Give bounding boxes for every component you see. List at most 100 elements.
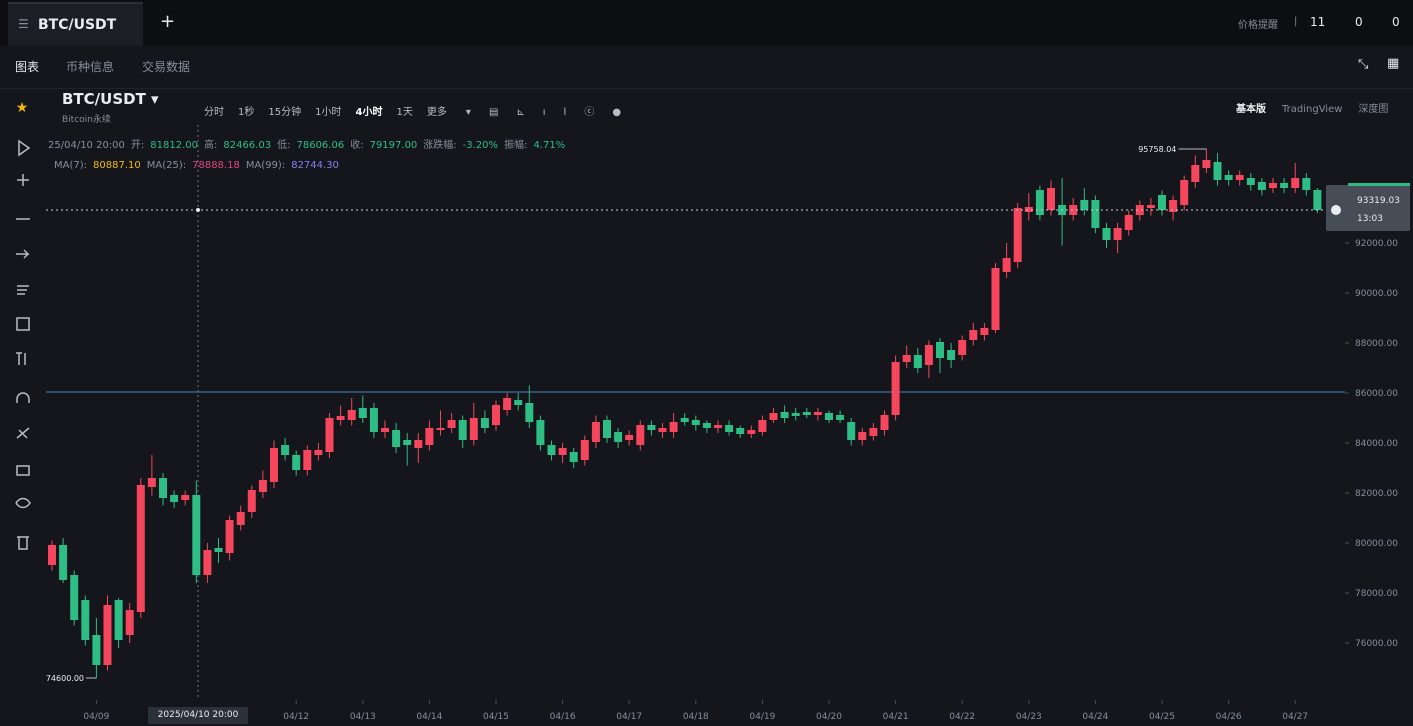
candle-body xyxy=(1146,205,1155,208)
high-label: 95758.04 xyxy=(1138,145,1176,154)
expand-icon[interactable]: ⤡ xyxy=(1358,57,1369,72)
interval[interactable]: 分时 xyxy=(204,107,224,118)
candle-body xyxy=(636,425,645,445)
candle-body xyxy=(347,410,356,420)
candle-body xyxy=(902,355,911,362)
x-tick-label: 04/09 xyxy=(83,712,109,722)
legend-label: 收: xyxy=(350,140,364,151)
legend-value: 81812.00 xyxy=(150,140,199,151)
candle-body xyxy=(525,403,534,422)
x-tick-label: 04/24 xyxy=(1082,712,1108,722)
nav-tab[interactable]: 币种信息 xyxy=(66,60,115,74)
candle-body xyxy=(358,408,367,418)
views: 基本版 TradingView 深度图 xyxy=(1236,100,1388,115)
candle-body xyxy=(991,268,1000,330)
candle-body xyxy=(1124,215,1133,230)
view[interactable]: 深度图 xyxy=(1358,104,1389,115)
tab-title: BTC/USDT xyxy=(38,17,117,33)
candle-body xyxy=(880,415,889,430)
candle-body xyxy=(791,413,800,416)
candle-body xyxy=(802,412,811,415)
candle-body xyxy=(1080,200,1089,210)
top-bar: ☰ BTC/USDT + 价格提醒 | 11 0 0 xyxy=(0,0,1413,48)
candle-body xyxy=(980,328,989,335)
candle-body xyxy=(136,485,145,612)
legend-value: -3.20% xyxy=(462,140,499,151)
view[interactable]: 基本版 xyxy=(1236,104,1266,115)
candle-body xyxy=(1113,228,1122,240)
candle-body xyxy=(336,416,345,420)
candle-body xyxy=(780,412,789,418)
candle-body xyxy=(270,448,278,482)
candle-body xyxy=(48,545,56,565)
candle-body xyxy=(913,355,922,368)
legend-value: 78606.06 xyxy=(296,140,345,151)
top-action[interactable]: 价格提醒 xyxy=(1238,20,1278,31)
ma-label: MA(25): xyxy=(146,160,187,171)
candle-body xyxy=(1158,195,1166,210)
interval[interactable]: 1天 xyxy=(396,107,413,118)
candle-body xyxy=(647,425,656,430)
candle-body xyxy=(469,418,478,440)
candle-body xyxy=(758,420,767,432)
candle-body xyxy=(503,398,512,410)
candle-body xyxy=(569,452,578,462)
y-tick-label: 86000.00 xyxy=(1355,389,1398,399)
favorite-icon[interactable]: ★ xyxy=(16,100,29,116)
candle-body xyxy=(558,448,567,455)
y-tick-label: 88000.00 xyxy=(1355,339,1398,349)
candle-body xyxy=(547,445,556,455)
price-tag-top xyxy=(1348,183,1410,187)
candle-body xyxy=(658,428,667,432)
nav-tab[interactable]: 交易数据 xyxy=(142,60,191,74)
candle-body xyxy=(591,422,600,442)
candle-body xyxy=(969,330,978,340)
candle-body xyxy=(891,362,900,415)
top-action[interactable]: 11 xyxy=(1310,15,1326,29)
price-tag-icon xyxy=(1331,205,1341,216)
candle-body xyxy=(81,600,90,640)
interval[interactable]: 15分钟 xyxy=(268,107,302,118)
x-tick-label: 04/26 xyxy=(1216,712,1242,722)
candle-body xyxy=(1013,208,1022,262)
toolbar-icons xyxy=(15,139,31,550)
x-tick-label: 04/23 xyxy=(1016,712,1042,722)
nav-tab[interactable]: 图表 xyxy=(15,60,40,74)
tool-icons[interactable]: ▾▤⊾ılⓒ● xyxy=(465,107,640,118)
layout-icon[interactable]: ▦ xyxy=(1387,56,1400,71)
candle-body xyxy=(447,420,456,428)
y-tick-label: 84000.00 xyxy=(1355,439,1398,449)
top-action[interactable]: 0 xyxy=(1355,15,1363,29)
candle-body xyxy=(836,415,845,420)
ma-value: 80887.10 xyxy=(93,160,141,171)
candle-body xyxy=(1069,205,1078,215)
tab[interactable]: ☰ BTC/USDT xyxy=(8,2,143,48)
legend-value: 79197.00 xyxy=(369,140,418,151)
top-action[interactable]: 0 xyxy=(1392,15,1400,29)
candle-body xyxy=(159,478,167,498)
ma-legend: MA(7): 80887.10 MA(25): 78888.18 MA(99): 8274… xyxy=(48,160,339,171)
nav-bar: 图表 币种信息 交易数据 ⤡ ▦ xyxy=(0,46,1413,89)
interval[interactable]: 1秒 xyxy=(238,107,255,118)
crosshair-label: 2025/04/10 20:00 xyxy=(148,707,248,724)
symbol-text: BTC/USDT xyxy=(62,90,146,108)
ohlc-legend: 25/04/10 20:00 开: 81812.00 高: 82466.03 低: 7860… xyxy=(48,136,565,151)
candle-body xyxy=(1246,178,1255,185)
candle-body xyxy=(1269,183,1277,188)
ma-value: 78888.18 xyxy=(192,160,240,171)
interval[interactable]: 更多 xyxy=(426,107,447,118)
candle-body xyxy=(314,450,323,455)
candle-body xyxy=(1257,182,1266,190)
view[interactable]: TradingView xyxy=(1282,104,1343,115)
add-tab[interactable]: + xyxy=(160,11,176,32)
x-tick-label: 04/14 xyxy=(416,712,442,722)
interval[interactable]: 4小时 xyxy=(355,107,383,118)
x-tick-label: 04/15 xyxy=(483,712,509,722)
interval[interactable]: 1小时 xyxy=(315,107,342,118)
legend-label: 开: xyxy=(130,140,145,151)
candle-body xyxy=(669,422,678,432)
candle-body xyxy=(1035,190,1044,215)
symbol[interactable]: BTC/USDT ▾ xyxy=(62,90,159,108)
candle-body xyxy=(247,490,256,512)
candle-body xyxy=(236,512,245,525)
